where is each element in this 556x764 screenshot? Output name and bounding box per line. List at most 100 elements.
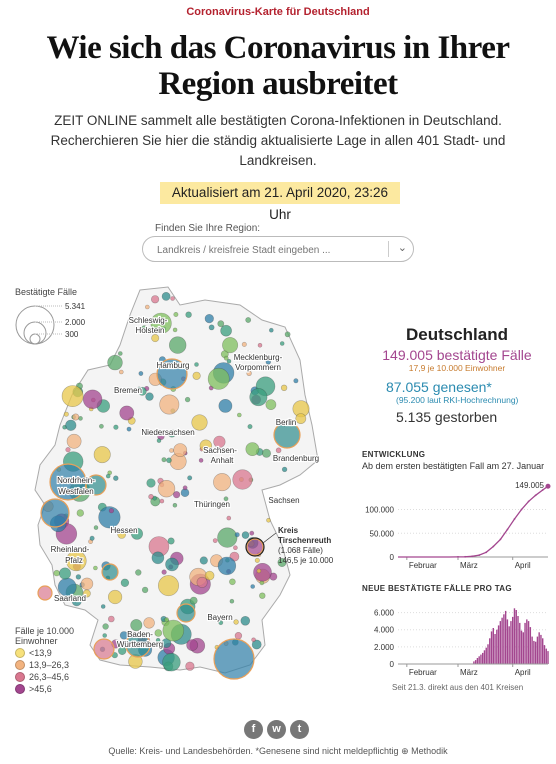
district-bubble[interactable] bbox=[154, 629, 163, 637]
district-bubble[interactable] bbox=[281, 466, 288, 473]
district-bubble[interactable] bbox=[234, 632, 243, 640]
district-bubble[interactable] bbox=[169, 336, 187, 354]
district-bubble[interactable] bbox=[156, 438, 162, 443]
district-bubble[interactable] bbox=[85, 474, 107, 496]
district-bubble[interactable] bbox=[207, 367, 230, 390]
bar[interactable] bbox=[485, 647, 487, 664]
district-bubble[interactable] bbox=[143, 617, 155, 629]
district-bubble[interactable] bbox=[119, 405, 135, 421]
district-bubble[interactable] bbox=[232, 469, 253, 490]
district-bubble[interactable] bbox=[265, 359, 271, 365]
data-point[interactable] bbox=[520, 508, 523, 511]
bar[interactable] bbox=[533, 640, 535, 664]
district-bubble[interactable] bbox=[245, 317, 252, 323]
district-bubble[interactable] bbox=[148, 494, 154, 500]
district-bubble[interactable] bbox=[170, 296, 175, 301]
district-bubble[interactable] bbox=[256, 568, 262, 574]
district-bubble[interactable] bbox=[101, 563, 119, 581]
district-bubble[interactable] bbox=[213, 638, 255, 680]
district-bubble[interactable] bbox=[164, 617, 169, 622]
district-bubble[interactable] bbox=[120, 578, 130, 587]
district-bubble[interactable] bbox=[220, 324, 232, 337]
bar[interactable] bbox=[480, 654, 482, 664]
district-bubble[interactable] bbox=[240, 615, 251, 626]
highlight-marker[interactable] bbox=[245, 537, 265, 557]
district-bubble[interactable] bbox=[155, 317, 161, 323]
district-bubble[interactable] bbox=[135, 569, 142, 576]
district-bubble[interactable] bbox=[40, 498, 70, 528]
bar[interactable] bbox=[474, 660, 477, 664]
bar[interactable] bbox=[494, 634, 496, 664]
district-bubble[interactable] bbox=[172, 503, 178, 508]
bar[interactable] bbox=[522, 632, 524, 664]
district-bubble[interactable] bbox=[208, 324, 215, 331]
bar[interactable] bbox=[542, 638, 544, 664]
bar[interactable] bbox=[513, 608, 516, 664]
data-point[interactable] bbox=[478, 554, 481, 556]
germany-map[interactable]: Schleswig-Holstein Hamburg Mecklenburg-Vor… bbox=[0, 275, 360, 695]
district-bubble[interactable] bbox=[140, 325, 149, 333]
district-bubble[interactable] bbox=[223, 496, 229, 502]
bar[interactable] bbox=[536, 636, 539, 664]
district-bubble[interactable] bbox=[93, 446, 111, 464]
district-bubble[interactable] bbox=[137, 386, 147, 396]
district-bubble[interactable] bbox=[196, 576, 208, 588]
district-bubble[interactable] bbox=[204, 570, 215, 581]
district-bubble[interactable] bbox=[234, 532, 240, 538]
district-bubble[interactable] bbox=[141, 586, 149, 594]
data-point[interactable] bbox=[485, 551, 488, 554]
district-bubble[interactable] bbox=[167, 537, 175, 545]
bar[interactable] bbox=[527, 621, 530, 664]
district-bubble[interactable] bbox=[226, 359, 232, 364]
district-bubble[interactable] bbox=[199, 556, 208, 565]
district-bubble[interactable] bbox=[185, 311, 192, 318]
bar[interactable] bbox=[540, 634, 542, 664]
district-bubble[interactable] bbox=[217, 320, 225, 328]
data-point[interactable] bbox=[541, 489, 544, 491]
bar[interactable] bbox=[520, 630, 523, 664]
data-point[interactable] bbox=[492, 545, 495, 548]
district-bubble[interactable] bbox=[198, 458, 204, 463]
district-bubble[interactable] bbox=[146, 478, 156, 488]
district-bubble[interactable] bbox=[245, 442, 260, 456]
district-bubble[interactable] bbox=[161, 457, 167, 463]
district-bubble[interactable] bbox=[279, 341, 285, 346]
district-bubble[interactable] bbox=[293, 378, 299, 384]
district-bubble[interactable] bbox=[266, 518, 271, 523]
district-bubble[interactable] bbox=[145, 304, 150, 310]
data-point[interactable] bbox=[471, 555, 473, 558]
district-bubble[interactable] bbox=[65, 419, 77, 431]
bar[interactable] bbox=[492, 628, 494, 664]
district-bubble[interactable] bbox=[233, 545, 238, 551]
district-bubble[interactable] bbox=[118, 351, 123, 356]
bar[interactable] bbox=[534, 641, 537, 664]
district-bubble[interactable] bbox=[66, 433, 82, 449]
bar[interactable] bbox=[543, 645, 546, 664]
district-bubble[interactable] bbox=[284, 331, 291, 338]
district-bubble[interactable] bbox=[107, 354, 123, 371]
district-bubble[interactable] bbox=[162, 653, 181, 672]
bar[interactable] bbox=[529, 627, 532, 664]
district-bubble[interactable] bbox=[107, 589, 123, 605]
district-bubble[interactable] bbox=[156, 358, 188, 390]
district-bubble[interactable] bbox=[75, 574, 82, 580]
district-bubble[interactable] bbox=[145, 392, 154, 401]
district-bubble[interactable] bbox=[108, 508, 114, 514]
district-bubble[interactable] bbox=[82, 589, 91, 598]
district-bubble[interactable] bbox=[117, 530, 126, 539]
bar[interactable] bbox=[515, 610, 517, 664]
district-bubble[interactable] bbox=[130, 619, 143, 632]
district-bubble[interactable] bbox=[93, 525, 99, 530]
bar[interactable] bbox=[517, 616, 519, 664]
district-bubble[interactable] bbox=[237, 412, 242, 418]
data-point[interactable] bbox=[534, 494, 537, 497]
bar[interactable] bbox=[531, 636, 533, 664]
district-bubble[interactable] bbox=[218, 398, 233, 413]
district-bubble[interactable] bbox=[166, 457, 172, 464]
facebook-share-button[interactable]: f bbox=[244, 720, 263, 739]
district-bubble[interactable] bbox=[167, 429, 176, 438]
district-bubble[interactable] bbox=[157, 432, 165, 441]
district-bubble[interactable] bbox=[157, 480, 176, 498]
district-bubble[interactable] bbox=[233, 619, 239, 625]
data-point[interactable] bbox=[499, 538, 502, 541]
